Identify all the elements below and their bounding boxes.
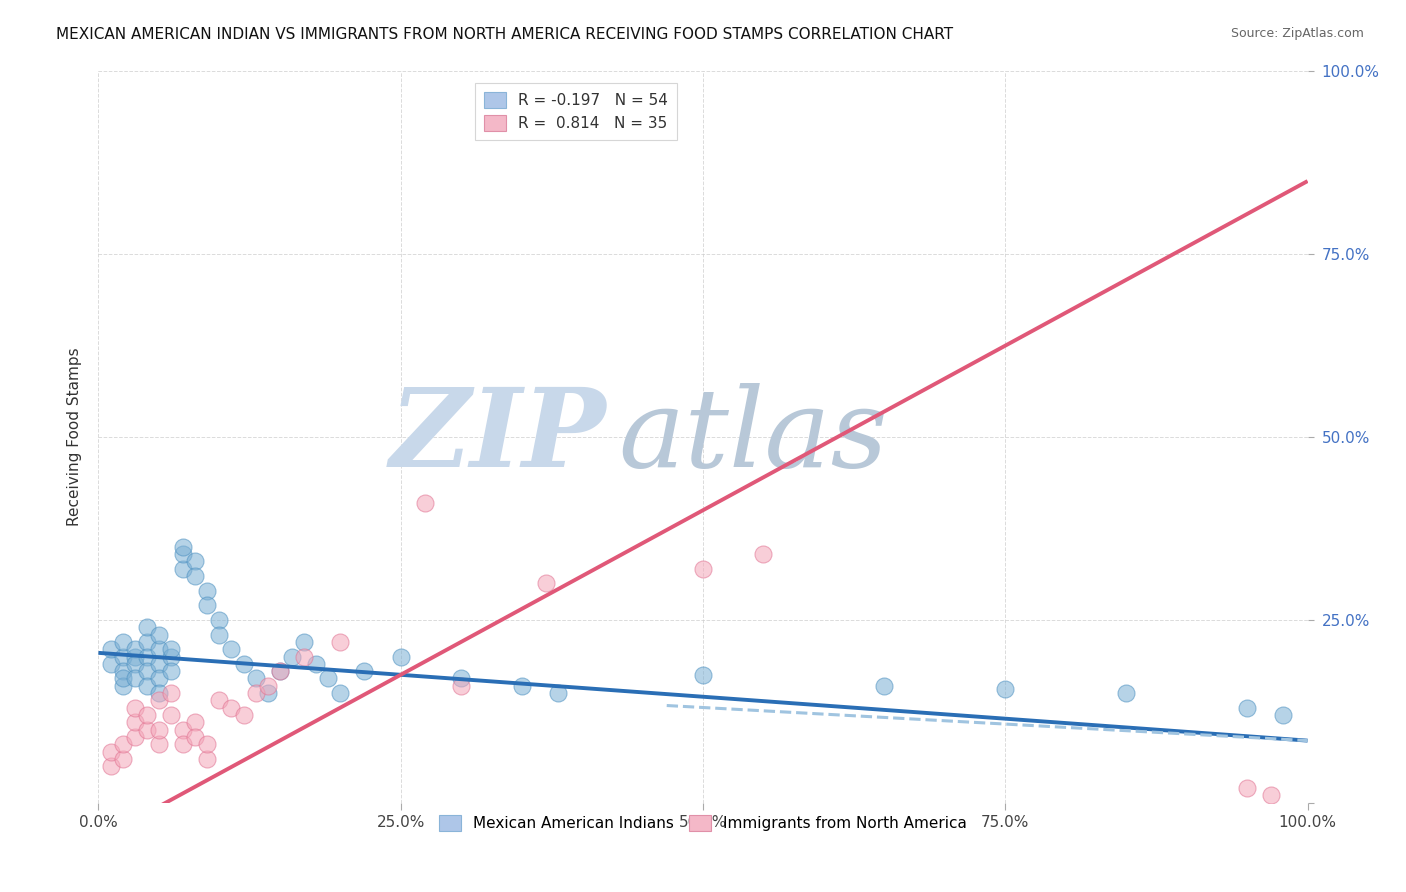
Point [329,686,352,700]
Point [148,657,170,671]
Point [256,679,278,693]
Point [1260,789,1282,803]
Point [269,664,291,678]
Point [172,547,194,561]
Text: MEXICAN AMERICAN INDIAN VS IMMIGRANTS FROM NORTH AMERICA RECEIVING FOOD STAMPS C: MEXICAN AMERICAN INDIAN VS IMMIGRANTS FR… [56,27,953,42]
Point [135,708,157,723]
Point [135,679,157,693]
Point [208,627,231,641]
Point [269,664,291,678]
Point [184,730,207,744]
Point [195,737,218,751]
Point [208,693,231,707]
Point [124,657,146,671]
Point [135,723,157,737]
Point [208,613,231,627]
Point [148,642,170,657]
Point [232,708,254,723]
Point [195,583,218,598]
Point [160,708,183,723]
Point [1272,708,1295,723]
Point [160,686,183,700]
Point [245,672,267,686]
Point [389,649,412,664]
Point [124,700,146,714]
Point [135,620,157,634]
Point [184,569,207,583]
Point [450,679,472,693]
Point [994,682,1017,697]
Point [148,723,170,737]
Point [124,730,146,744]
Point [135,635,157,649]
Point [124,649,146,664]
Point [111,635,134,649]
Point [256,686,278,700]
Point [1115,686,1137,700]
Point [221,700,243,714]
Point [329,635,352,649]
Legend: Mexican American Indians, Immigrants from North America: Mexican American Indians, Immigrants fro… [432,807,974,839]
Point [135,664,157,678]
Point [316,672,339,686]
Point [245,686,267,700]
Point [292,649,315,664]
Point [124,642,146,657]
Text: atlas: atlas [619,384,889,491]
Point [172,540,194,554]
Point [172,737,194,751]
Point [148,627,170,641]
Point [1236,781,1258,796]
Point [221,642,243,657]
Point [111,737,134,751]
Point [534,576,557,591]
Point [124,715,146,730]
Point [305,657,328,671]
Point [184,554,207,568]
Point [547,686,569,700]
Point [111,679,134,693]
Point [160,664,183,678]
Point [353,664,375,678]
Point [413,496,436,510]
Text: Source: ZipAtlas.com: Source: ZipAtlas.com [1230,27,1364,40]
Y-axis label: Receiving Food Stamps: Receiving Food Stamps [67,348,83,526]
Point [281,649,304,664]
Point [752,547,775,561]
Point [172,723,194,737]
Point [184,715,207,730]
Point [148,693,170,707]
Point [692,667,714,681]
Point [160,642,183,657]
Point [148,737,170,751]
Point [1236,700,1258,714]
Point [195,752,218,766]
Point [873,679,896,693]
Point [148,672,170,686]
Point [172,562,194,576]
Point [195,599,218,613]
Point [510,679,533,693]
Point [111,649,134,664]
Point [292,635,315,649]
Point [232,657,254,671]
Point [111,664,134,678]
Point [100,745,122,759]
Point [111,752,134,766]
Point [111,672,134,686]
Point [124,672,146,686]
Point [160,649,183,664]
Point [135,649,157,664]
Point [100,759,122,773]
Point [100,657,122,671]
Point [692,562,714,576]
Text: ZIP: ZIP [389,384,606,491]
Point [100,642,122,657]
Point [450,672,472,686]
Point [148,686,170,700]
